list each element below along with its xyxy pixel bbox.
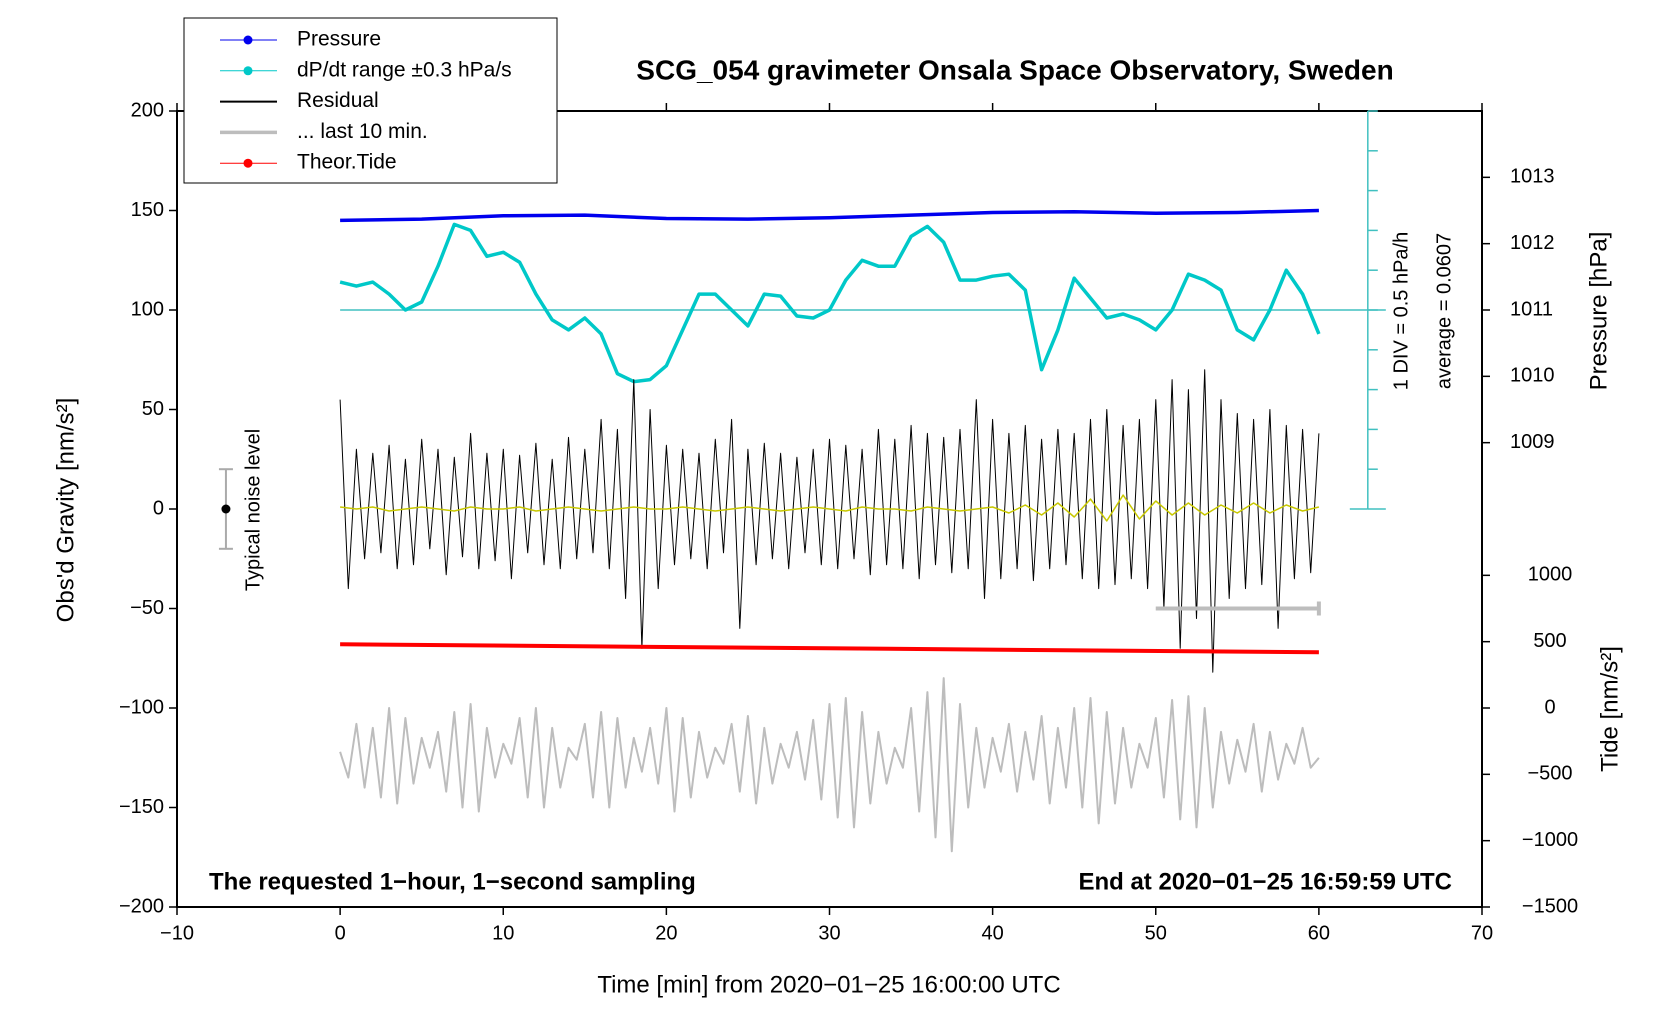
legend: Pressure dP/dt range ±0.3 hPa/s Residual..… bbox=[183, 17, 558, 184]
series-line bbox=[339, 222, 1321, 384]
y3-tick-label: −500 bbox=[1527, 763, 1572, 785]
x-tick-label: 30 bbox=[818, 922, 840, 944]
series-line bbox=[340, 642, 1319, 655]
y2-tick-label: 1009 bbox=[1510, 431, 1555, 453]
series-line bbox=[340, 494, 1320, 522]
x-axis-label: Time [min] from 2020−01−25 16:00:00 UTC bbox=[597, 971, 1060, 998]
y-tick-label: −150 bbox=[119, 796, 164, 818]
y3-tick-label: −1000 bbox=[1522, 829, 1578, 851]
y3-tick-label: 0 bbox=[1544, 696, 1555, 718]
legend-box bbox=[183, 17, 558, 184]
y2-tick-label: 1011 bbox=[1510, 298, 1553, 320]
y3-tick-label: −1500 bbox=[1522, 895, 1578, 917]
y-tick-label: 0 bbox=[153, 497, 164, 519]
y3-tick-label: 1000 bbox=[1528, 564, 1573, 586]
y-tick-label: −100 bbox=[119, 696, 164, 718]
series-line bbox=[339, 677, 1320, 853]
legend-marker bbox=[243, 158, 253, 168]
annotation: average = 0.0607 bbox=[1433, 233, 1455, 389]
legend-marker bbox=[243, 35, 253, 45]
y2-tick-label: 1010 bbox=[1510, 365, 1555, 387]
y2-axis-label: Pressure [hPa] bbox=[1585, 232, 1612, 391]
x-tick-label: −10 bbox=[160, 922, 194, 944]
x-tick-label: 50 bbox=[1145, 922, 1167, 944]
x-tick-label: 70 bbox=[1471, 922, 1493, 944]
legend-label: Theor.Tide bbox=[297, 151, 397, 174]
legend-marker bbox=[243, 66, 253, 76]
x-tick-label: 0 bbox=[335, 922, 346, 944]
x-tick-label: 10 bbox=[492, 922, 514, 944]
y-axis-label: Obs'd Gravity [nm/s²] bbox=[52, 398, 79, 623]
y-tick-label: 50 bbox=[142, 398, 164, 420]
x-tick-label: 20 bbox=[655, 922, 677, 944]
series-line bbox=[340, 208, 1319, 223]
y-tick-label: 100 bbox=[131, 298, 164, 320]
y3-axis-label: Tide [nm/s²] bbox=[1596, 646, 1623, 772]
y-tick-label: −50 bbox=[130, 597, 164, 619]
noise-level-point bbox=[221, 504, 231, 514]
annotation: 1 DIV = 0.5 hPa/h bbox=[1390, 232, 1412, 390]
legend-label: Pressure bbox=[297, 28, 381, 51]
chart-title: SCG_054 gravimeter Onsala Space Observat… bbox=[636, 54, 1393, 85]
y-tick-label: 200 bbox=[131, 99, 164, 121]
x-tick-label: 40 bbox=[982, 922, 1004, 944]
y2-tick-label: 1012 bbox=[1510, 232, 1555, 254]
series-line bbox=[339, 369, 1320, 673]
annotation: End at 2020−01−25 16:59:59 UTC bbox=[1078, 868, 1452, 895]
legend-label: Residual bbox=[297, 89, 379, 112]
legend-label: ... last 10 min. bbox=[297, 120, 428, 143]
y-tick-label: −200 bbox=[119, 895, 164, 917]
x-tick-label: 60 bbox=[1308, 922, 1330, 944]
legend-label: dP/dt range ±0.3 hPa/s bbox=[297, 58, 512, 81]
y-tick-label: 150 bbox=[131, 199, 164, 221]
annotation: The requested 1−hour, 1−second sampling bbox=[209, 868, 696, 895]
y2-tick-label: 1013 bbox=[1510, 166, 1555, 188]
annotation: Typical noise level bbox=[242, 429, 264, 591]
y3-tick-label: 500 bbox=[1533, 630, 1566, 652]
